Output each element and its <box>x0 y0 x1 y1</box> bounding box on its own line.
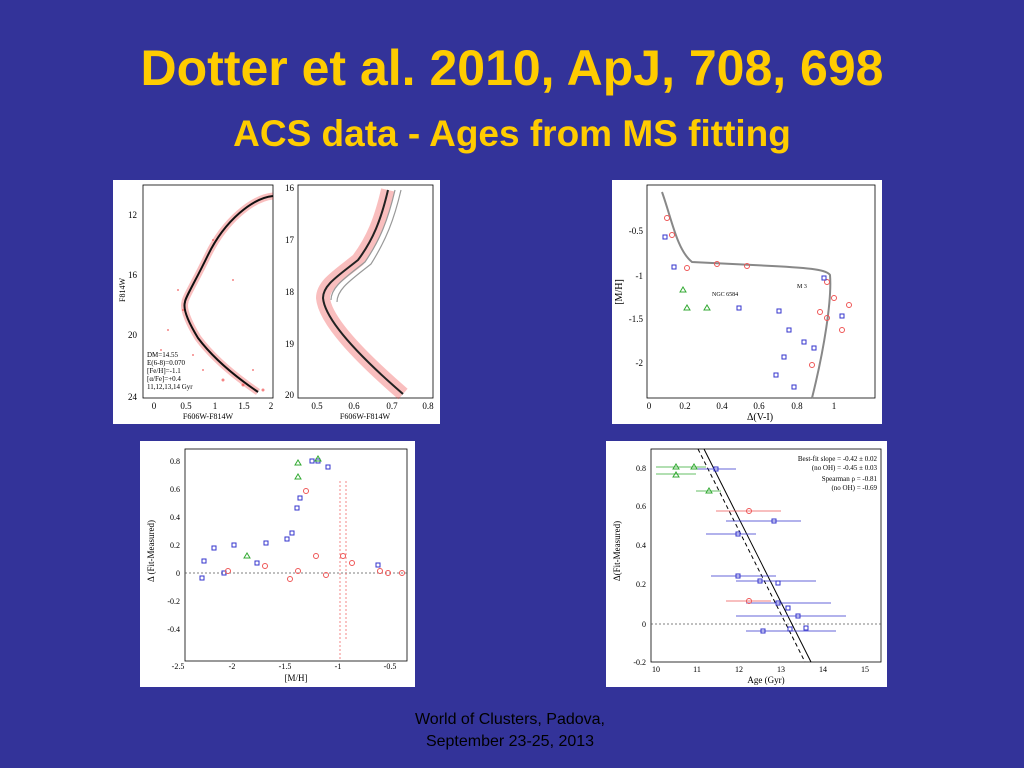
mh-dvi-xtick: 0 <box>647 401 652 411</box>
cmd-legend-line: [α/Fe]=+0.4 <box>147 375 181 383</box>
cmd-left-ytick: 20 <box>128 330 138 340</box>
delta-mh-ytick: -0.4 <box>167 625 180 634</box>
cmd-right-ytick: 16 <box>285 183 295 193</box>
delta-mh-xtick: -2 <box>229 662 236 671</box>
cmd-left-ytick: 12 <box>128 210 137 220</box>
cmd-right-ytick: 18 <box>285 287 295 297</box>
delta-age-ytick: 0.6 <box>636 502 646 511</box>
cmd-left-xtick: 0 <box>152 401 157 411</box>
cmd-right-xlabel: F606W-F814W <box>340 412 391 421</box>
mh-dvi-xtick: 0.2 <box>679 401 690 411</box>
delta-age-stat: (no OH) = -0.69 <box>831 484 877 492</box>
cmd-legend-line: 11,12,13,14 Gyr <box>147 383 193 391</box>
delta-mh-ytick: 0.4 <box>170 513 180 522</box>
slide-title: Dotter et al. 2010, ApJ, 708, 698 <box>140 40 884 96</box>
mh-dvi-annotation-ngc6584: NGC 6584 <box>712 292 738 298</box>
cmd-left-ytick: 16 <box>128 270 138 280</box>
mh-dvi-xtick: 0.8 <box>791 401 803 411</box>
cmd-left-ytick: 24 <box>128 392 138 402</box>
mh-dvi-xtick: 1 <box>832 401 837 411</box>
cmd-left-xtick: 0.5 <box>180 401 192 411</box>
delta-mh-ytick: 0.8 <box>170 457 180 466</box>
delta-age-xtick: 15 <box>861 665 869 674</box>
delta-mh-plot: 0.8 0.6 0.4 0.2 0 -0.2 -0.4 -2.5 -2 -1.5… <box>146 448 408 683</box>
delta-mh-ytick: 0.2 <box>170 541 180 550</box>
cmd-right-xtick: 0.8 <box>422 401 434 411</box>
delta-age-ylabel: Δ(Fit-Measured) <box>612 521 622 581</box>
slide-subtitle: ACS data - Ages from MS fitting <box>233 113 791 154</box>
cmd-right-ytick: 19 <box>285 339 295 349</box>
delta-mh-xtick: -2.5 <box>172 662 185 671</box>
delta-age-stat: Best-fit slope = -0.42 ± 0.02 <box>798 455 878 463</box>
delta-age-xtick: 11 <box>693 665 701 674</box>
delta-age-xtick: 12 <box>735 665 743 674</box>
delta-mh-figure: 0.8 0.6 0.4 0.2 0 -0.2 -0.4 -2.5 -2 -1.5… <box>140 441 415 687</box>
slide-footer: World of Clusters, Padova, September 23-… <box>360 709 660 753</box>
delta-age-xlabel: Age (Gyr) <box>747 675 784 685</box>
delta-age-plot: Best-fit slope = -0.42 ± 0.02 (no OH) = … <box>612 448 882 685</box>
delta-age-ytick: -0.2 <box>633 658 646 667</box>
mh-dvi-figure: NGC 6584 M 3 -0.5 -1 -1.5 -2 0 0.2 0.4 0… <box>612 180 882 424</box>
cmd-right-xtick: 0.7 <box>386 401 398 411</box>
mh-dvi-ylabel: [M/H] <box>614 279 625 305</box>
delta-mh-ytick: 0 <box>176 569 180 578</box>
footer-line-2: September 23-25, 2013 <box>425 733 595 750</box>
mh-dvi-ytick: -1 <box>636 271 644 281</box>
cmd-left-xlabel: F606W-F814W <box>183 412 234 421</box>
cmd-right-ytick: 20 <box>285 390 295 400</box>
mh-dvi-ytick: -0.5 <box>629 226 644 236</box>
mh-dvi-xtick: 0.4 <box>716 401 728 411</box>
delta-age-xtick: 14 <box>819 665 827 674</box>
delta-age-stat: (no OH) = -0.45 ± 0.03 <box>812 464 878 472</box>
delta-mh-xtick: -0.5 <box>384 662 397 671</box>
delta-age-ytick: 0.2 <box>636 580 646 589</box>
cmd-right-xtick: 0.6 <box>348 401 360 411</box>
cmd-left-ylabel: F814W <box>118 278 127 302</box>
cmd-legend-line: DM=14.55 <box>147 351 178 359</box>
mh-dvi-ytick: -1.5 <box>629 314 644 324</box>
cmd-legend-line: E(6-8)=0.070 <box>147 359 185 367</box>
delta-age-ytick: 0.4 <box>636 541 646 550</box>
mh-dvi-xtick: 0.6 <box>753 401 765 411</box>
delta-age-figure: Best-fit slope = -0.42 ± 0.02 (no OH) = … <box>606 441 887 687</box>
mh-dvi-xlabel: Δ(V-I) <box>747 412 773 423</box>
cmd-left-scatter <box>160 192 274 395</box>
cmd-legend: DM=14.55 E(6-8)=0.070 [Fe/H]=-1.1 [α/Fe]… <box>147 351 193 391</box>
cmd-figure: 12 16 20 24 0 0.5 1 1.5 2 F606W-F814W F8… <box>113 180 440 424</box>
cmd-right-xtick: 0.5 <box>311 401 323 411</box>
mh-dvi-ytick: -2 <box>636 358 644 368</box>
cmd-legend-line: [Fe/H]=-1.1 <box>147 367 181 375</box>
mh-dvi-plot: NGC 6584 M 3 -0.5 -1 -1.5 -2 0 0.2 0.4 0… <box>614 184 876 423</box>
delta-age-stats: Best-fit slope = -0.42 ± 0.02 (no OH) = … <box>798 455 878 492</box>
delta-age-ytick: 0 <box>642 620 646 629</box>
delta-age-xtick: 10 <box>652 665 660 674</box>
cmd-left-xtick: 1.5 <box>238 401 250 411</box>
mh-dvi-annotation-m3: M 3 <box>797 284 807 290</box>
delta-age-stat: Spearman ρ = -0.81 <box>822 475 878 483</box>
delta-mh-xtick: -1.5 <box>279 662 292 671</box>
cmd-plot: 12 16 20 24 0 0.5 1 1.5 2 F606W-F814W F8… <box>118 183 434 421</box>
delta-mh-xtick: -1 <box>335 662 342 671</box>
cmd-left-xtick: 1 <box>213 401 218 411</box>
delta-mh-ytick: -0.2 <box>167 597 180 606</box>
delta-age-xtick: 13 <box>777 665 785 674</box>
cmd-right-scatter <box>315 188 408 400</box>
delta-mh-xlabel: [M/H] <box>285 673 308 683</box>
footer-line-1: World of Clusters, Padova, <box>414 711 605 728</box>
delta-mh-ytick: 0.6 <box>170 485 180 494</box>
cmd-left-xtick: 2 <box>269 401 274 411</box>
delta-age-ytick: 0.8 <box>636 464 646 473</box>
cmd-right-ytick: 17 <box>285 235 295 245</box>
delta-mh-ylabel: Δ (Fit-Measured) <box>146 520 156 582</box>
